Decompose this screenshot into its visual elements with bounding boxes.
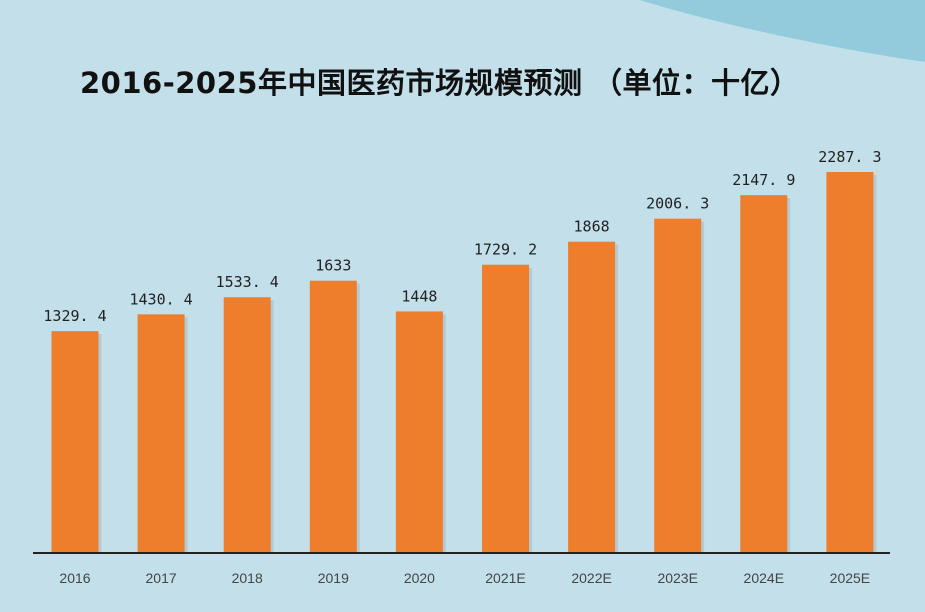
value-label-2017: 1430. 4	[129, 290, 192, 308]
bar-2020	[395, 311, 443, 552]
x-tick-label-2021e: 2021E	[485, 570, 525, 586]
bar-2021e	[482, 264, 529, 552]
bar-2019	[309, 280, 357, 552]
x-tick-label-2025e: 2025E	[830, 570, 870, 586]
x-tick-label-2020: 2020	[404, 570, 435, 586]
bars-group	[51, 172, 877, 553]
bar-2022e	[568, 241, 616, 553]
x-tick-label-2017: 2017	[146, 570, 177, 586]
value-label-2025e: 2287. 3	[818, 148, 881, 166]
bar-2018	[223, 297, 271, 552]
x-tick-label-2024e: 2024E	[744, 570, 784, 586]
value-label-2019: 1633	[315, 257, 351, 275]
bar-2023e	[654, 218, 702, 552]
value-label-2024e: 2147. 9	[732, 171, 795, 189]
value-label-2020: 1448	[401, 287, 437, 305]
value-label-2018: 1533. 4	[216, 273, 279, 291]
value-label-2023e: 2006. 3	[646, 195, 709, 213]
corner-accent-shape	[640, 0, 925, 62]
value-label-2021e: 1729. 2	[474, 241, 537, 259]
value-labels-group: 1329. 4 1430. 4 1533. 4 1633 1448 1729. 2 1868…	[43, 148, 881, 325]
x-tick-label-2018: 2018	[232, 570, 263, 586]
x-tick-labels-group: 2016 2017 2018 2019 2020 2021E 2022E 2023E 2024E…	[59, 570, 870, 586]
x-tick-label-2016: 2016	[59, 570, 90, 586]
x-tick-label-2022e: 2022E	[571, 570, 611, 586]
bar-2017	[137, 314, 185, 552]
bar-2016	[51, 331, 99, 552]
value-label-2022e: 1868	[574, 218, 610, 236]
bar-2025e	[826, 172, 874, 552]
x-tick-label-2019: 2019	[318, 570, 349, 586]
chart-title: 2016-2025年中国医药市场规模预测 （单位：十亿）	[80, 66, 800, 100]
x-tick-label-2023e: 2023E	[657, 570, 697, 586]
bar-2024e	[740, 195, 788, 552]
value-label-2016: 1329. 4	[43, 307, 106, 325]
